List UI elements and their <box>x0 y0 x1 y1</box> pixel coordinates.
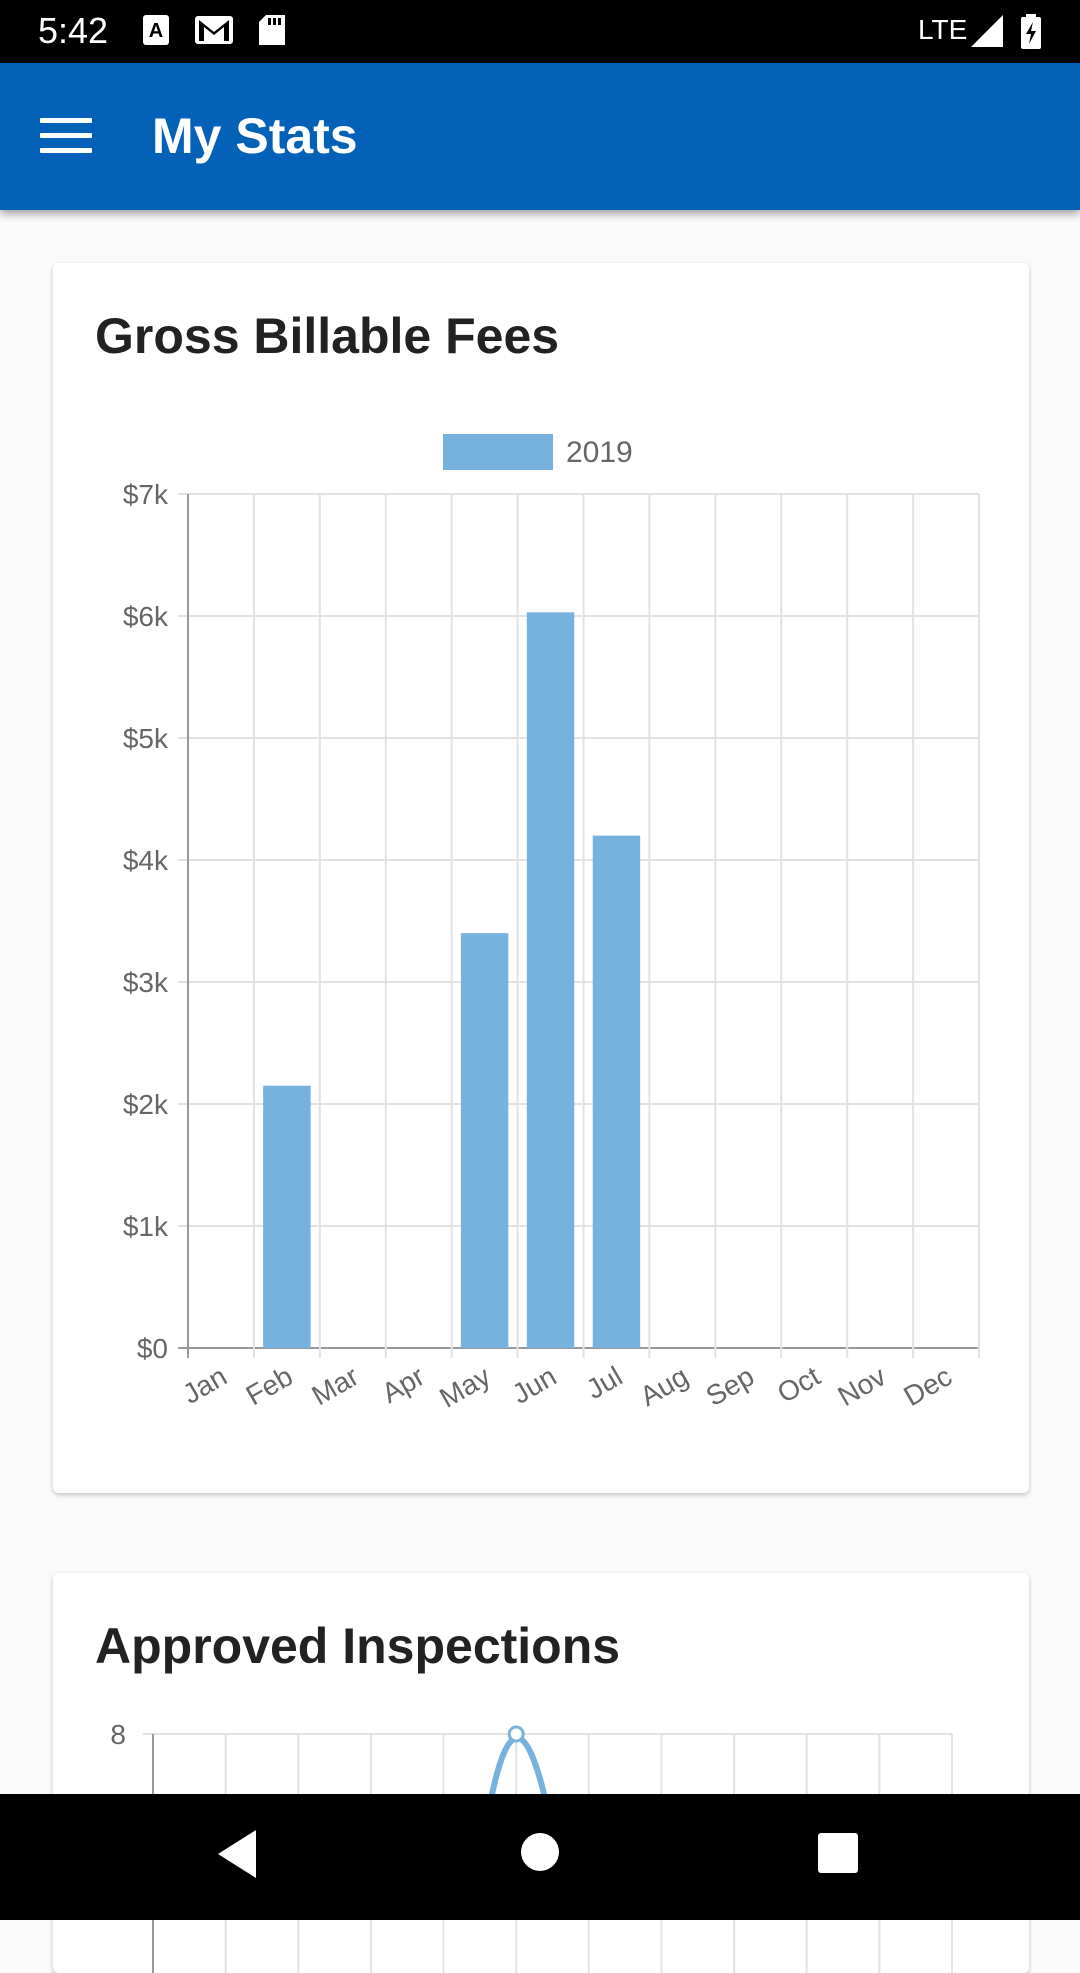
x-tick-label: Aug <box>635 1360 694 1412</box>
bar-may <box>460 933 509 1348</box>
gross-billable-fees-card: Gross Billable Fees 2019 $0 $1k $2k $3k $4k $5… <box>53 263 1029 1493</box>
x-tick-label: Jul <box>581 1360 628 1405</box>
battery-charging-icon <box>1021 14 1041 49</box>
x-tick-label: Oct <box>772 1360 825 1409</box>
card-title: Gross Billable Fees <box>95 308 560 364</box>
x-tick-label: May <box>434 1360 495 1413</box>
bar-jul <box>592 835 641 1348</box>
signal-icon <box>971 15 1003 47</box>
y-tick-label: $6k <box>123 601 169 632</box>
keyboard-notification-icon: A <box>143 15 169 45</box>
x-tick-label: Jan <box>177 1360 232 1409</box>
back-icon[interactable] <box>216 1828 260 1880</box>
y-tick-label: $7k <box>123 479 169 510</box>
svg-text:A: A <box>149 20 163 42</box>
bar-feb <box>263 1085 311 1348</box>
y-tick-label: $4k <box>123 845 169 876</box>
data-point <box>507 1725 525 1743</box>
status-bar: 5:42 A LTE <box>0 0 1080 63</box>
x-tick-label: Dec <box>898 1360 957 1412</box>
x-tick-label: Apr <box>376 1360 429 1409</box>
x-tick-label: Jun <box>507 1360 562 1409</box>
page-title: My Stats <box>152 108 358 164</box>
gross-billable-fees-chart: 2019 $0 $1k $2k $3k $4k $5k $6k $7k Jan Feb Mar Apr M… <box>123 434 980 1414</box>
legend-label: 2019 <box>566 436 633 469</box>
legend-swatch <box>443 434 553 470</box>
x-tick-label: Nov <box>832 1360 891 1412</box>
gmail-icon <box>195 16 233 44</box>
x-tick-label: Sep <box>701 1360 760 1412</box>
y-tick-label: $0 <box>137 1333 168 1364</box>
y-tick-label: $2k <box>123 1089 169 1120</box>
y-tick-label: 8 <box>110 1719 126 1750</box>
menu-icon[interactable] <box>40 118 92 156</box>
home-icon[interactable] <box>519 1831 561 1873</box>
x-tick-label: Mar <box>307 1360 364 1411</box>
navigation-bar <box>0 1794 1080 1920</box>
y-tick-label: $1k <box>123 1211 169 1242</box>
sd-card-icon <box>259 15 285 45</box>
card-title: Approved Inspections <box>95 1618 621 1674</box>
y-tick-label: $3k <box>123 967 169 998</box>
status-time: 5:42 <box>38 10 109 51</box>
recents-icon[interactable] <box>817 1832 859 1874</box>
y-tick-label: $5k <box>123 723 169 754</box>
network-type: LTE <box>918 14 968 45</box>
x-tick-label: Feb <box>241 1360 298 1411</box>
app-bar: My Stats <box>0 63 1080 210</box>
bar-jun <box>526 612 575 1348</box>
